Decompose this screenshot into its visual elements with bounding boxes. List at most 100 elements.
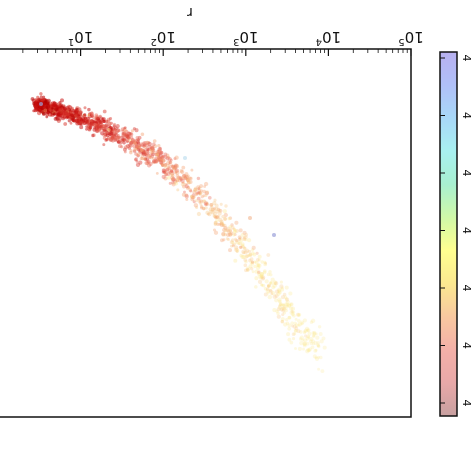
scatter-point xyxy=(128,138,133,143)
scatter-point xyxy=(223,232,228,237)
scatter-point xyxy=(300,322,304,326)
scatter-point xyxy=(214,207,219,211)
scatter-point xyxy=(230,225,235,230)
scatter-point xyxy=(280,286,284,290)
scatter-point xyxy=(315,335,320,340)
scatter-point xyxy=(169,158,173,162)
scatter-point xyxy=(95,123,98,127)
scatter-point xyxy=(282,306,286,310)
scatter-point xyxy=(148,147,153,151)
scatter-point xyxy=(223,217,227,221)
scatter-point xyxy=(102,119,106,123)
scatter-point xyxy=(105,131,110,136)
scatter-point xyxy=(99,123,104,128)
scatter-point xyxy=(87,107,91,112)
scatter-point xyxy=(170,169,174,173)
scatter-point xyxy=(291,337,296,341)
scatter-point xyxy=(149,150,153,155)
scatter-point xyxy=(39,92,43,96)
scatter-point xyxy=(153,144,158,149)
scatter-point xyxy=(147,141,152,147)
scatter-point xyxy=(266,253,271,257)
x-tick-label-text: 102 xyxy=(150,28,175,47)
scatter-point xyxy=(167,163,171,167)
scatter-point xyxy=(259,271,264,277)
scatter-point xyxy=(259,273,264,278)
scatter-point xyxy=(202,189,207,194)
scatter-point xyxy=(276,291,281,296)
scatter-point xyxy=(276,307,281,312)
scatter-point xyxy=(317,325,322,329)
scatter-point xyxy=(90,123,94,127)
scatter-point xyxy=(250,251,255,256)
scatter-point xyxy=(209,203,213,207)
scatter-point xyxy=(163,164,168,169)
scatter-point xyxy=(186,180,191,185)
scatter-point xyxy=(174,169,178,173)
scatter-point xyxy=(41,112,46,116)
scatter-point xyxy=(297,313,301,317)
scatter-point xyxy=(74,110,80,116)
scatter-point xyxy=(203,181,209,187)
scatter-point xyxy=(241,245,245,249)
scatter-point xyxy=(174,164,180,169)
scatter-point xyxy=(241,249,246,254)
scatter-point xyxy=(312,331,317,336)
scatter-point xyxy=(156,155,161,159)
x-tick-exponent: 3 xyxy=(233,36,239,47)
scatter-point xyxy=(252,252,257,257)
scatter-point xyxy=(232,227,236,231)
scatter-point xyxy=(272,294,277,299)
scatter-point xyxy=(223,228,228,233)
scatter-point xyxy=(130,129,134,133)
scatter-point xyxy=(140,132,145,137)
scatter-point xyxy=(243,258,248,262)
scatter-point xyxy=(255,251,259,255)
scatter-point xyxy=(160,162,164,166)
scatter-point xyxy=(290,306,296,311)
scatter-point xyxy=(124,129,129,134)
scatter-point xyxy=(142,152,147,157)
scatter-point xyxy=(307,335,311,339)
x-tick-label: 104 xyxy=(316,28,341,47)
scatter-point xyxy=(215,215,219,219)
scatter-point xyxy=(193,203,199,208)
scatter-point xyxy=(143,141,148,146)
scatter-point xyxy=(183,174,188,179)
scatter-point xyxy=(39,102,43,106)
scatter-point xyxy=(234,247,239,252)
scatter-point xyxy=(248,216,252,220)
scatter-point xyxy=(90,121,95,126)
scatter-point xyxy=(134,157,138,161)
scatter-point xyxy=(285,321,290,325)
scatter-point xyxy=(130,138,136,143)
scatter-point xyxy=(316,344,320,348)
scatter-point xyxy=(108,127,113,133)
scatter-point xyxy=(157,147,162,152)
scatter-point xyxy=(251,245,256,250)
scatter-point xyxy=(165,153,170,158)
scatter-point xyxy=(150,146,156,151)
scatter-point xyxy=(99,120,104,125)
scatter-point xyxy=(191,193,196,198)
scatter-point xyxy=(150,154,155,158)
scatter-point xyxy=(106,135,111,140)
scatter-point xyxy=(184,172,189,177)
scatter-point xyxy=(94,113,99,118)
scatter-point xyxy=(240,242,245,247)
scatter-point xyxy=(98,120,102,124)
scatter-point xyxy=(209,209,213,214)
scatter-point xyxy=(288,291,293,296)
scatter-point xyxy=(124,133,128,137)
scatter-point xyxy=(79,125,84,130)
scatter-point xyxy=(175,177,180,182)
scatter-point xyxy=(94,123,98,128)
scatter-point xyxy=(243,235,248,240)
scatter-point xyxy=(123,138,127,142)
scatter-point xyxy=(317,367,321,371)
scatter-point xyxy=(224,204,228,208)
scatter-point xyxy=(142,141,146,145)
scatter-point xyxy=(125,140,129,144)
scatter-point xyxy=(238,236,242,240)
scatter-point xyxy=(319,355,323,360)
